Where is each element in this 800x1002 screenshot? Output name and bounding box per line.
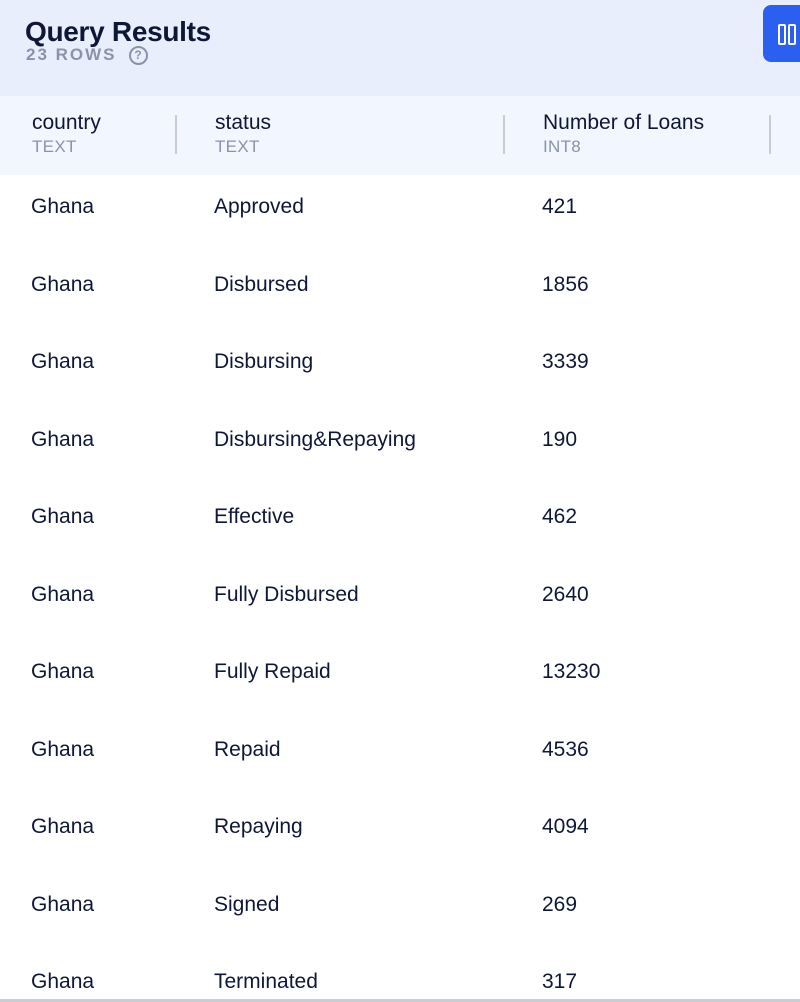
cell-number-of-loans: 269 <box>542 892 578 916</box>
column-name: status <box>215 111 272 134</box>
column-type: INT8 <box>543 137 582 156</box>
cell-status: Signed <box>214 892 280 916</box>
help-icon[interactable]: ? <box>128 45 148 65</box>
table-body: Ghana Approved 421 Ghana Disbursed 1856 … <box>0 175 800 1002</box>
cell-country: Ghana <box>31 582 95 606</box>
row-count-line: 23 ROWS ? <box>26 45 148 65</box>
cell-country: Ghana <box>31 892 95 916</box>
column-type: TEXT <box>215 137 260 156</box>
cell-country: Ghana <box>31 195 95 218</box>
column-resize-handle[interactable] <box>175 115 177 154</box>
table-row[interactable]: Ghana Disbursing&Repaying 190 <box>0 408 800 486</box>
column-view-button[interactable] <box>763 5 800 62</box>
cell-country: Ghana <box>31 737 95 761</box>
column-resize-handle[interactable] <box>769 115 771 154</box>
cell-number-of-loans: 13230 <box>542 660 601 683</box>
results-header: Query Results 23 ROWS ? <box>0 0 800 96</box>
table-row[interactable]: Ghana Fully Disbursed 2640 <box>0 563 800 641</box>
cell-status: Repaid <box>214 737 281 761</box>
row-count: 23 ROWS <box>26 45 117 64</box>
table-row[interactable]: Ghana Effective 462 <box>0 485 800 563</box>
table-row[interactable]: Ghana Disbursing 3339 <box>0 330 800 408</box>
table-row[interactable]: Ghana Disbursed 1856 <box>0 253 800 331</box>
cell-number-of-loans: 421 <box>542 195 578 218</box>
cell-number-of-loans: 1856 <box>542 272 589 296</box>
column-header-row: country TEXT status TEXT Number of Loans… <box>0 96 800 175</box>
column-header-status[interactable]: status TEXT <box>215 111 271 157</box>
column-header-country[interactable]: country TEXT <box>32 111 101 157</box>
cell-status: Disbursed <box>214 272 309 296</box>
table-row[interactable]: Ghana Repaying 4094 <box>0 795 800 873</box>
cell-status: Disbursing&Repaying <box>214 427 416 451</box>
table-row[interactable]: Ghana Repaid 4536 <box>0 718 800 796</box>
table-row[interactable]: Ghana Approved 421 <box>0 175 800 253</box>
cell-number-of-loans: 2640 <box>542 582 589 606</box>
cell-country: Ghana <box>31 660 95 683</box>
cell-number-of-loans: 462 <box>542 505 578 528</box>
cell-status: Repaying <box>214 815 303 838</box>
cell-country: Ghana <box>31 427 95 451</box>
column-resize-handle[interactable] <box>503 115 505 154</box>
cell-status: Fully Repaid <box>214 660 331 683</box>
cell-status: Approved <box>214 195 304 218</box>
table-row[interactable]: Ghana Fully Repaid 13230 <box>0 640 800 718</box>
cell-country: Ghana <box>31 970 95 993</box>
column-header-number-of-loans[interactable]: Number of Loans INT8 <box>543 111 704 157</box>
cell-number-of-loans: 317 <box>542 970 578 993</box>
cell-status: Fully Disbursed <box>214 582 359 606</box>
table-row[interactable]: Ghana Signed 269 <box>0 873 800 951</box>
column-name: country <box>32 111 101 134</box>
table-row[interactable]: Ghana Terminated 317 <box>0 950 800 1002</box>
cell-number-of-loans: 190 <box>542 427 578 451</box>
cell-number-of-loans: 4094 <box>542 815 589 838</box>
cell-country: Ghana <box>31 505 95 528</box>
scroll-edge-divider <box>0 999 800 1002</box>
column-type: TEXT <box>32 137 77 156</box>
cell-status: Disbursing <box>214 350 314 373</box>
cell-country: Ghana <box>31 815 95 838</box>
cell-country: Ghana <box>31 350 95 373</box>
cell-number-of-loans: 4536 <box>542 737 589 761</box>
columns-icon <box>778 24 798 45</box>
cell-status: Terminated <box>214 970 318 993</box>
page-title: Query Results <box>25 16 211 47</box>
cell-status: Effective <box>214 505 295 528</box>
cell-number-of-loans: 3339 <box>542 350 589 373</box>
column-name: Number of Loans <box>543 111 705 134</box>
cell-country: Ghana <box>31 272 95 296</box>
